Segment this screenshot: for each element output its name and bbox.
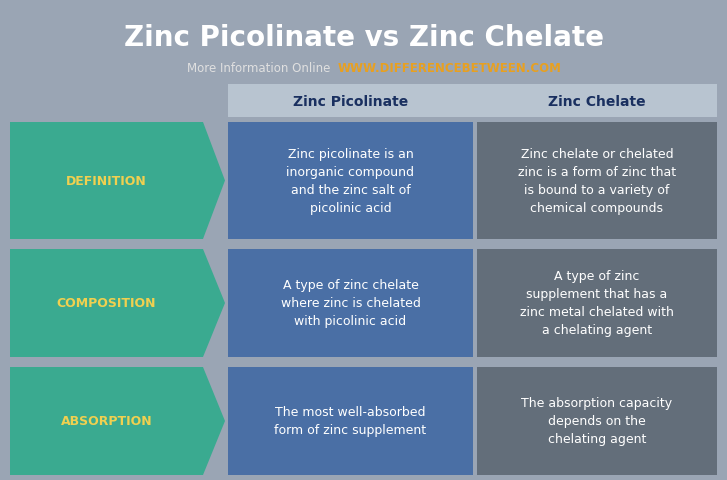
Text: Zinc Picolinate: Zinc Picolinate xyxy=(293,94,408,108)
Polygon shape xyxy=(10,123,225,240)
Text: A type of zinc chelate
where zinc is chelated
with picolinic acid: A type of zinc chelate where zinc is che… xyxy=(281,279,420,328)
Text: Zinc Chelate: Zinc Chelate xyxy=(548,94,646,108)
Bar xyxy=(228,367,473,475)
Text: Zinc picolinate is an
inorganic compound
and the zinc salt of
picolinic acid: Zinc picolinate is an inorganic compound… xyxy=(286,148,414,215)
Bar xyxy=(228,123,473,240)
Text: ABSORPTION: ABSORPTION xyxy=(60,415,153,428)
Text: The most well-absorbed
form of zinc supplement: The most well-absorbed form of zinc supp… xyxy=(274,406,427,437)
Text: Zinc chelate or chelated
zinc is a form of zinc that
is bound to a variety of
ch: Zinc chelate or chelated zinc is a form … xyxy=(518,148,676,215)
Text: The absorption capacity
depends on the
chelating agent: The absorption capacity depends on the c… xyxy=(521,396,672,445)
Text: A type of zinc
supplement that has a
zinc metal chelated with
a chelating agent: A type of zinc supplement that has a zin… xyxy=(520,270,674,337)
Text: COMPOSITION: COMPOSITION xyxy=(57,297,156,310)
Bar xyxy=(228,250,473,357)
Text: WWW.DIFFERENCEBETWEEN.COM: WWW.DIFFERENCEBETWEEN.COM xyxy=(338,61,562,74)
Bar xyxy=(477,123,717,240)
Bar xyxy=(477,367,717,475)
Polygon shape xyxy=(10,367,225,475)
Text: Zinc Picolinate vs Zinc Chelate: Zinc Picolinate vs Zinc Chelate xyxy=(124,24,603,52)
Text: DEFINITION: DEFINITION xyxy=(66,175,147,188)
Bar xyxy=(228,85,717,118)
Bar xyxy=(477,250,717,357)
Text: More Information Online: More Information Online xyxy=(187,61,330,74)
Polygon shape xyxy=(10,250,225,357)
